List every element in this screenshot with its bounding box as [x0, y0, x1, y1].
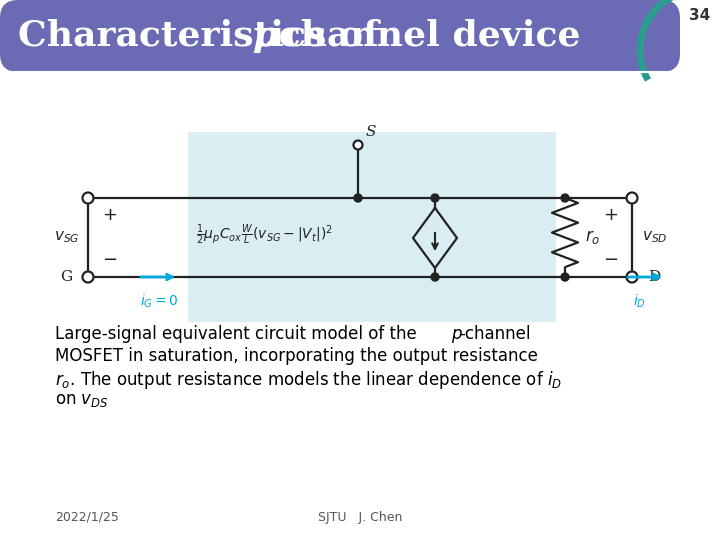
Text: Large-signal equivalent circuit model of the: Large-signal equivalent circuit model of…: [55, 325, 422, 343]
Text: p: p: [451, 325, 462, 343]
Text: −: −: [603, 251, 618, 269]
Circle shape: [561, 194, 569, 202]
Text: 2022/1/25: 2022/1/25: [55, 511, 119, 524]
Text: MOSFET in saturation, incorporating the output resistance: MOSFET in saturation, incorporating the …: [55, 347, 538, 365]
Circle shape: [431, 273, 439, 281]
Circle shape: [561, 273, 569, 281]
FancyBboxPatch shape: [188, 132, 556, 322]
Text: $\frac{1}{2}\mu_p C_{ox}\frac{W}{L}(v_{SG}-|V_t|)^2$: $\frac{1}{2}\mu_p C_{ox}\frac{W}{L}(v_{S…: [196, 223, 333, 247]
Text: p: p: [252, 19, 277, 53]
Text: $v_{SG}$: $v_{SG}$: [55, 230, 80, 245]
Text: -channel: -channel: [459, 325, 531, 343]
Text: G: G: [60, 270, 72, 284]
FancyBboxPatch shape: [0, 0, 680, 72]
Text: D: D: [648, 270, 660, 284]
Circle shape: [626, 272, 637, 282]
Text: $i_G = 0$: $i_G = 0$: [140, 293, 179, 310]
Circle shape: [431, 194, 439, 202]
Circle shape: [354, 140, 362, 150]
Text: Characteristics of: Characteristics of: [18, 19, 392, 53]
Text: S: S: [366, 125, 377, 139]
Text: $i_D$: $i_D$: [633, 293, 646, 310]
Text: 34: 34: [689, 8, 711, 23]
Circle shape: [83, 192, 94, 204]
Text: $r_o$. The output resistance models the linear dependence of $i_D$: $r_o$. The output resistance models the …: [55, 369, 562, 391]
Text: +: +: [102, 206, 117, 224]
Text: $r_o$: $r_o$: [585, 228, 600, 246]
Circle shape: [626, 192, 637, 204]
Circle shape: [83, 272, 94, 282]
Circle shape: [354, 194, 362, 202]
Text: −: −: [102, 251, 117, 269]
Text: channel device: channel device: [266, 19, 580, 53]
Text: $v_{SD}$: $v_{SD}$: [642, 230, 667, 245]
Text: SJTU   J. Chen: SJTU J. Chen: [318, 511, 402, 524]
Text: +: +: [603, 206, 618, 224]
Text: on $v_{DS}$: on $v_{DS}$: [55, 391, 109, 409]
